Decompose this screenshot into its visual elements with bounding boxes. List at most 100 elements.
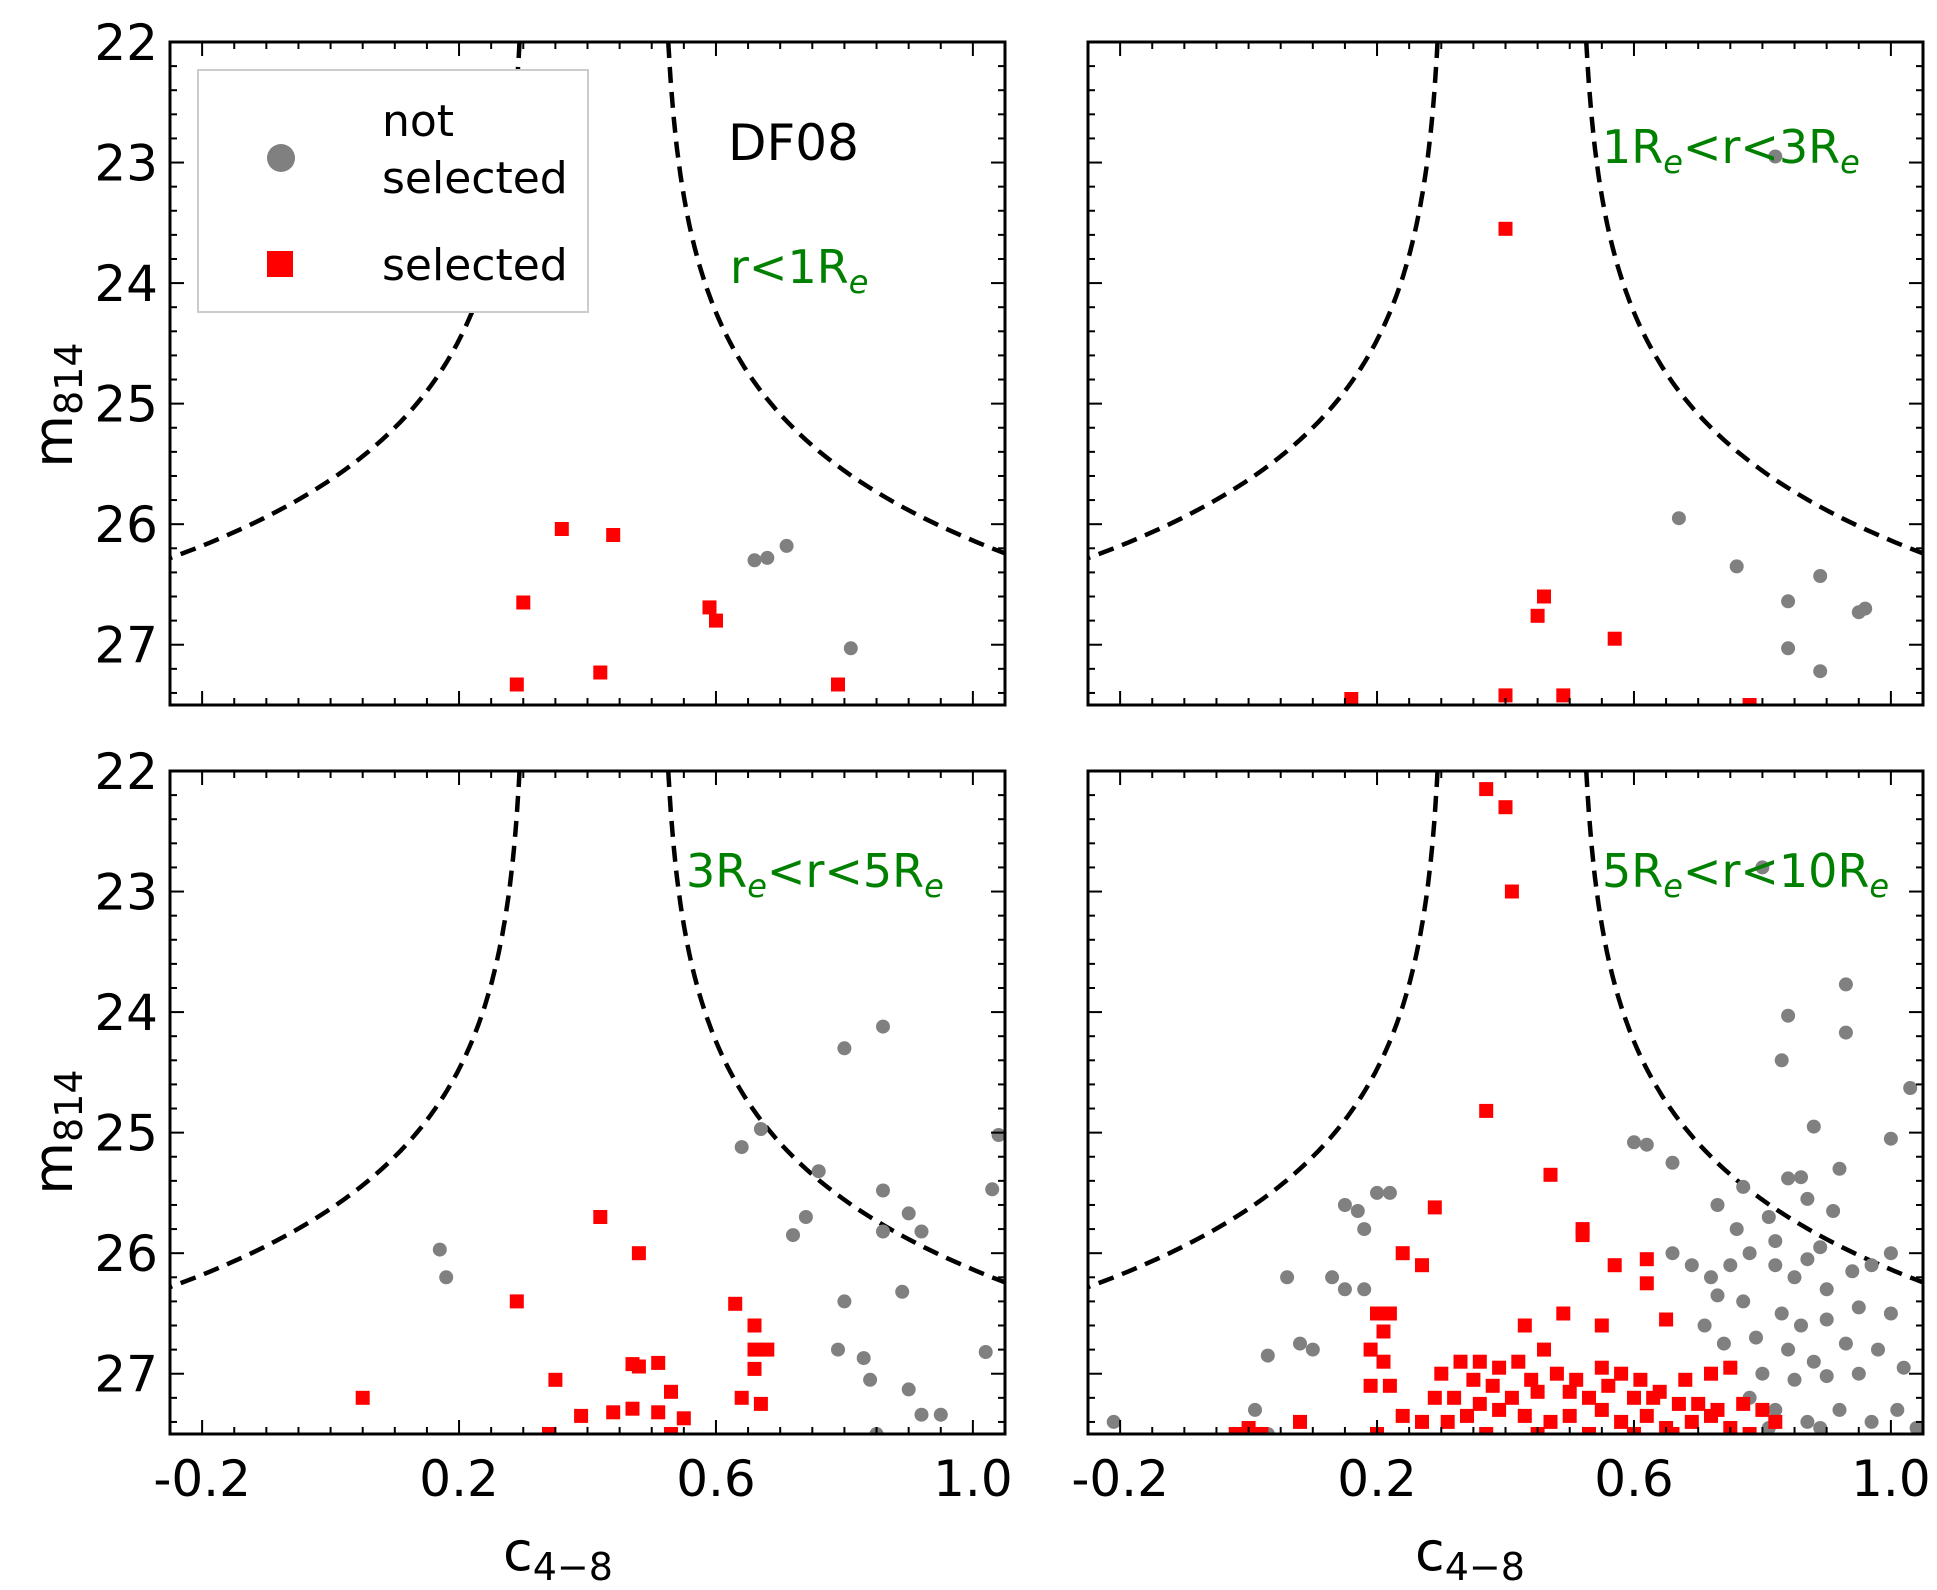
point-selected: [593, 665, 608, 680]
point-not-selected: [1774, 1053, 1789, 1068]
point-not-selected: [1761, 1210, 1776, 1224]
legend-box: [197, 69, 589, 313]
point-selected: [1498, 688, 1513, 703]
legend-selected-marker: [267, 251, 293, 277]
point-selected: [593, 1210, 608, 1224]
point-selected: [1537, 589, 1551, 604]
point-selected: [1517, 1408, 1532, 1423]
point-not-selected: [1627, 1135, 1641, 1150]
point-not-selected: [1305, 1342, 1320, 1357]
selection-boundary-right: [666, 771, 1005, 1285]
point-selected: [1498, 221, 1513, 236]
point-not-selected: [1800, 1252, 1815, 1267]
point-not-selected: [914, 1224, 929, 1239]
point-selected: [1415, 1258, 1429, 1273]
x-tick-label: 0.2: [1337, 1450, 1417, 1508]
point-selected: [1582, 1390, 1596, 1405]
selection-boundary-right: [1584, 771, 1923, 1285]
point-not-selected: [1883, 1246, 1898, 1261]
point-selected: [606, 528, 621, 542]
point-not-selected: [1781, 1171, 1796, 1186]
point-not-selected: [1864, 1414, 1879, 1429]
point-not-selected: [1768, 1402, 1783, 1417]
point-not-selected: [439, 1270, 454, 1285]
point-selected: [1671, 1396, 1686, 1411]
point-not-selected: [1819, 1312, 1834, 1327]
point-not-selected: [1781, 641, 1796, 656]
point-selected: [1434, 1366, 1449, 1381]
point-not-selected: [1896, 1360, 1911, 1375]
point-selected: [1659, 1312, 1674, 1327]
point-not-selected: [1370, 1185, 1384, 1200]
point-selected: [1569, 1372, 1584, 1387]
point-selected: [1601, 1378, 1616, 1393]
y-tick-label: 22: [94, 14, 158, 72]
point-selected: [1427, 1200, 1442, 1215]
point-selected: [651, 1405, 666, 1420]
point-selected: [1472, 1396, 1487, 1411]
y-tick-label: 27: [94, 617, 158, 675]
selection-boundary-left: [1088, 42, 1440, 561]
point-selected: [1479, 1103, 1494, 1118]
point-not-selected: [1248, 1402, 1262, 1417]
point-not-selected: [432, 1242, 447, 1257]
point-not-selected: [1858, 601, 1873, 616]
point-selected: [1479, 1427, 1494, 1434]
point-not-selected: [747, 553, 762, 568]
point-selected: [1453, 1354, 1468, 1369]
point-not-selected: [901, 1382, 916, 1397]
point-selected: [760, 1342, 775, 1357]
point-selected: [1293, 1414, 1307, 1429]
point-not-selected: [734, 1140, 749, 1155]
point-not-selected: [863, 1372, 878, 1387]
point-not-selected: [1838, 1336, 1853, 1351]
point-selected: [1254, 1427, 1269, 1434]
point-selected: [554, 522, 569, 536]
point-selected: [574, 1408, 589, 1423]
y-tick-label: 26: [94, 1225, 158, 1283]
x-tick-label: 0.6: [1594, 1450, 1674, 1508]
point-not-selected: [1851, 1300, 1866, 1315]
point-not-selected: [1325, 1270, 1340, 1285]
point-selected: [734, 1390, 749, 1405]
point-selected: [1736, 1396, 1751, 1411]
point-selected: [1440, 1414, 1455, 1429]
point-not-selected: [1357, 1282, 1372, 1297]
point-not-selected: [1768, 1258, 1783, 1273]
point-selected: [1665, 1427, 1680, 1434]
point-selected: [1447, 1390, 1462, 1405]
x-tick-label: 0.2: [419, 1450, 499, 1508]
point-selected: [1607, 631, 1622, 646]
point-selected: [664, 1427, 678, 1434]
point-not-selected: [1710, 1288, 1725, 1303]
x-tick-label: 1.0: [1851, 1450, 1931, 1508]
y-tick-label: 23: [94, 135, 158, 193]
galaxy-label: DF08: [728, 114, 859, 172]
point-selected: [747, 1342, 762, 1357]
point-not-selected: [914, 1407, 929, 1422]
point-selected: [664, 1384, 678, 1399]
point-not-selected: [1736, 1294, 1751, 1309]
point-not-selected: [978, 1345, 993, 1359]
point-selected: [509, 1294, 524, 1309]
point-not-selected: [1832, 1402, 1847, 1417]
y-axis-label-bottom: m814: [22, 1069, 91, 1194]
point-not-selected: [1755, 860, 1770, 875]
point-not-selected: [1742, 1246, 1757, 1261]
panel-bottom-right: -0.2 0.2 0.6 1.0: [1071, 769, 1931, 1508]
point-selected: [1382, 1306, 1397, 1321]
point-selected: [1485, 1378, 1500, 1393]
point-not-selected: [837, 1294, 852, 1309]
point-not-selected: [1864, 1258, 1879, 1273]
legend-not-selected-label-line1: not: [382, 96, 454, 147]
point-not-selected: [1710, 1198, 1725, 1212]
point-not-selected: [1838, 1025, 1853, 1040]
point-not-selected: [1357, 1222, 1372, 1237]
point-not-selected: [1665, 1155, 1680, 1170]
point-selected: [831, 677, 845, 692]
annotation-top-left: r<1Re: [730, 240, 868, 301]
point-not-selected: [1382, 1185, 1397, 1200]
point-selected: [625, 1401, 640, 1416]
point-selected: [355, 1390, 370, 1405]
point-selected: [1376, 1324, 1391, 1339]
